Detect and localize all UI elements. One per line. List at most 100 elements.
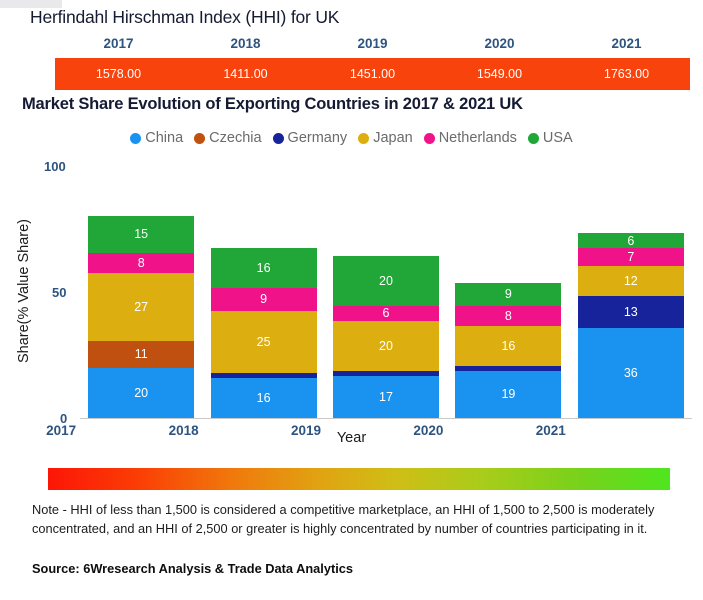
bar-segment-value: 6 xyxy=(382,306,390,320)
legend-swatch-icon xyxy=(423,132,435,144)
bar-segment-value: 16 xyxy=(256,391,271,405)
legend-swatch-icon xyxy=(358,132,370,144)
legend-item-usa[interactable]: USA xyxy=(527,130,573,146)
x-tick-2021: 2021 xyxy=(535,423,566,438)
footer-source: Source: 6Wresearch Analysis & Trade Data… xyxy=(32,561,354,576)
bar-segment-netherlands-2017[interactable]: 8 xyxy=(88,253,195,273)
bar-segment-value: 9 xyxy=(504,287,512,302)
legend-item-netherlands[interactable]: Netherlands xyxy=(423,130,517,146)
legend-label: USA xyxy=(542,130,573,146)
stacked-bars-container: 15 8 27 11 20 16 9 25 16 20 6 20 17 9 8 16 19 6 7 12 13 36 xyxy=(80,155,692,418)
bar-segment-germany-2020[interactable] xyxy=(455,365,562,371)
bar-segment-value: 7 xyxy=(627,249,635,264)
y-tick-50: 50 xyxy=(52,285,67,300)
bar-segment-germany-2018[interactable] xyxy=(210,373,317,378)
bar-segment-value: 20 xyxy=(134,386,149,400)
bar-segment-japan-2020[interactable]: 16 xyxy=(455,325,562,366)
bar-segment-japan-2019[interactable]: 20 xyxy=(333,320,439,371)
hhi-value-2020: 1549.00 xyxy=(476,67,523,81)
bar-segment-germany-2021[interactable]: 13 xyxy=(577,295,684,328)
chart-plot-area: Share(% Value Share) 100 50 0 15 8 27 11 20 1… xyxy=(0,155,703,446)
legend-swatch-icon xyxy=(527,132,539,144)
y-axis-label: Share(% Value Share) xyxy=(16,219,32,364)
hhi-year-2021: 2021 xyxy=(611,36,642,51)
bar-group-2021[interactable]: 6 7 12 13 36 xyxy=(577,233,684,418)
legend-swatch-icon xyxy=(272,132,284,144)
bar-segment-value: 13 xyxy=(623,304,638,319)
legend-label: Netherlands xyxy=(438,130,517,146)
bar-segment-china-2019[interactable]: 17 xyxy=(333,375,439,418)
hhi-year-header: 2017 2018 2019 2020 2021 xyxy=(55,36,690,56)
bar-segment-germany-2019[interactable] xyxy=(333,370,439,376)
hhi-value-2021: 1763.00 xyxy=(603,67,650,81)
bar-segment-usa-2017[interactable]: 15 xyxy=(88,215,195,253)
bar-segment-netherlands-2021[interactable]: 7 xyxy=(577,248,684,266)
x-tick-2018: 2018 xyxy=(168,423,199,438)
bar-segment-china-2020[interactable]: 19 xyxy=(455,370,562,418)
bar-segment-japan-2018[interactable]: 25 xyxy=(210,310,317,373)
hhi-value-2019: 1451.00 xyxy=(349,67,396,81)
hhi-title: Herfindahl Hirschman Index (HHI) for UK xyxy=(30,7,340,27)
hhi-year-2017: 2017 xyxy=(103,36,134,51)
legend-label: Czechia xyxy=(209,130,262,146)
corner-nub xyxy=(0,0,62,8)
bar-segment-value: 6 xyxy=(627,233,635,248)
chart-legend: China Czechia Germany Japan Netherlands USA xyxy=(0,130,703,146)
bar-segment-value: 9 xyxy=(260,292,268,307)
x-tick-2019: 2019 xyxy=(290,423,322,438)
hhi-value-bar: 1578.00 1411.00 1451.00 1549.00 1763.00 xyxy=(55,58,690,90)
footer-note: Note - HHI of less than 1,500 is conside… xyxy=(32,502,655,536)
bar-segment-value: 11 xyxy=(134,347,148,362)
legend-item-czechia[interactable]: Czechia xyxy=(194,130,262,146)
bar-segment-netherlands-2020[interactable]: 8 xyxy=(455,305,562,326)
bar-segment-value: 12 xyxy=(623,273,638,288)
bar-group-2017[interactable]: 15 8 27 11 20 xyxy=(88,215,195,418)
bar-segment-usa-2021[interactable]: 6 xyxy=(577,233,684,248)
hhi-value-2018: 1411.00 xyxy=(223,67,268,81)
legend-item-japan[interactable]: Japan xyxy=(358,130,413,146)
bar-segment-value: 17 xyxy=(379,389,393,404)
legend-label: Germany xyxy=(287,130,348,146)
bar-segment-value: 25 xyxy=(256,334,271,349)
bar-segment-japan-2021[interactable]: 12 xyxy=(577,265,684,296)
hhi-year-2020: 2020 xyxy=(484,36,515,51)
bar-group-2018[interactable]: 16 9 25 16 xyxy=(210,248,317,418)
bar-segment-value: 8 xyxy=(504,308,512,323)
bar-segment-value: 27 xyxy=(134,299,149,314)
hhi-value-2017: 1578.00 xyxy=(95,67,142,81)
x-tick-2020: 2020 xyxy=(413,423,444,438)
bar-segment-china-2021[interactable]: 36 xyxy=(577,328,684,418)
y-tick-0: 0 xyxy=(60,411,68,426)
bar-segment-value: 36 xyxy=(623,366,638,380)
bar-segment-japan-2017[interactable]: 27 xyxy=(88,273,195,341)
bar-segment-china-2018[interactable]: 16 xyxy=(210,378,317,418)
legend-label: Japan xyxy=(373,130,413,146)
legend-item-germany[interactable]: Germany xyxy=(272,130,348,146)
bar-segment-value: 8 xyxy=(137,256,145,270)
x-tick-2017: 2017 xyxy=(46,423,77,438)
hhi-year-2018: 2018 xyxy=(230,36,261,51)
bar-segment-value: 20 xyxy=(379,338,393,353)
bar-segment-value: 19 xyxy=(501,387,516,402)
bar-segment-value: 15 xyxy=(134,227,149,242)
legend-label: China xyxy=(145,130,184,146)
bar-segment-usa-2018[interactable]: 16 xyxy=(210,248,317,288)
bar-segment-netherlands-2019[interactable]: 6 xyxy=(333,305,439,321)
bar-segment-czechia-2017[interactable]: 11 xyxy=(88,340,195,368)
bar-segment-value: 20 xyxy=(379,273,393,288)
bar-segment-china-2017[interactable]: 20 xyxy=(88,368,195,418)
legend-item-china[interactable]: China xyxy=(130,130,183,146)
legend-swatch-icon xyxy=(194,132,206,144)
hhi-year-2019: 2019 xyxy=(357,36,388,51)
bar-segment-netherlands-2018[interactable]: 9 xyxy=(210,288,317,311)
x-axis-label: Year xyxy=(336,430,367,446)
y-tick-100: 100 xyxy=(44,159,66,174)
bar-group-2019[interactable]: 20 6 20 17 xyxy=(333,255,439,418)
market-share-title: Market Share Evolution of Exporting Coun… xyxy=(22,95,523,113)
legend-swatch-icon xyxy=(130,132,142,144)
bar-segment-usa-2019[interactable]: 20 xyxy=(333,255,439,306)
bar-group-2020[interactable]: 9 8 16 19 xyxy=(455,283,562,418)
gradient-scale-bar xyxy=(48,468,670,490)
bar-segment-usa-2020[interactable]: 9 xyxy=(455,283,562,306)
